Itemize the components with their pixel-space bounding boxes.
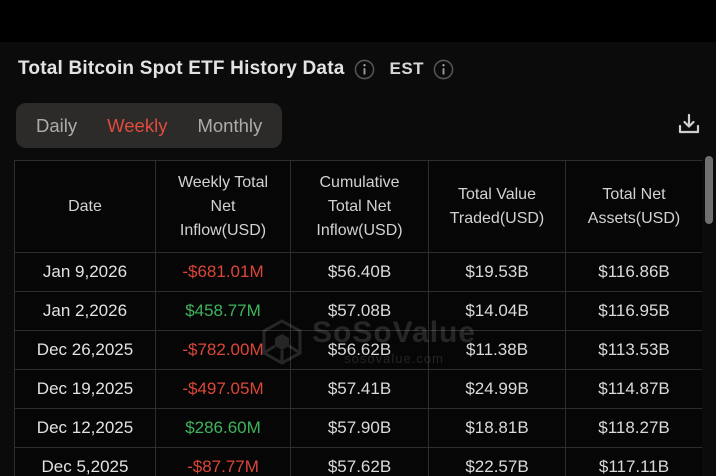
col-header-net-assets: Total Net Assets(USD) <box>565 160 702 253</box>
tab-monthly[interactable]: Monthly <box>197 114 263 136</box>
vertical-scrollbar-thumb[interactable] <box>705 156 713 224</box>
cell-cumulative-inflow: $57.41B <box>290 369 429 409</box>
col-header-weekly-net-inflow: Weekly Total Net Inflow(USD) <box>155 160 291 253</box>
cell-weekly-inflow: $458.77M <box>155 291 291 331</box>
cell-date: Jan 9,2026 <box>14 252 156 292</box>
col-header-cumulative-net-inflow: Cumulative Total Net Inflow(USD) <box>290 160 429 253</box>
cell-net-assets: $113.53B <box>565 330 702 370</box>
cell-net-assets: $114.87B <box>565 369 702 409</box>
etf-history-table: Date Weekly Total Net Inflow(USD) Cumula… <box>14 160 702 476</box>
cell-value-traded: $11.38B <box>428 330 566 370</box>
cell-weekly-inflow: -$87.77M <box>155 447 291 476</box>
col-header-value-traded: Total Value Traded(USD) <box>428 160 566 253</box>
etf-history-panel: Total Bitcoin Spot ETF History Data EST … <box>0 42 716 476</box>
page-title: Total Bitcoin Spot ETF History Data <box>18 58 345 79</box>
table-row: Dec 5,2025 -$87.77M $57.62B $22.57B $117… <box>14 447 702 476</box>
timezone-label: EST <box>389 59 425 78</box>
cell-net-assets: $116.95B <box>565 291 702 331</box>
table-row: Jan 9,2026 -$681.01M $56.40B $19.53B $11… <box>14 252 702 292</box>
cell-cumulative-inflow: $57.08B <box>290 291 429 331</box>
cell-value-traded: $22.57B <box>428 447 566 476</box>
cell-weekly-inflow: $286.60M <box>155 408 291 448</box>
cell-date: Dec 26,2025 <box>14 330 156 370</box>
cell-date: Dec 19,2025 <box>14 369 156 409</box>
cell-net-assets: $118.27B <box>565 408 702 448</box>
col-header-date: Date <box>14 160 156 253</box>
cell-cumulative-inflow: $56.62B <box>290 330 429 370</box>
tab-weekly[interactable]: Weekly <box>107 114 168 136</box>
table-row: Dec 12,2025 $286.60M $57.90B $18.81B $11… <box>14 408 702 448</box>
interval-tabbar: Daily Weekly Monthly <box>16 103 283 148</box>
table-row: Dec 26,2025 -$782.00M $56.62B $11.38B $1… <box>14 330 702 370</box>
cell-weekly-inflow: -$782.00M <box>155 330 291 370</box>
cell-value-traded: $14.04B <box>428 291 566 331</box>
cell-net-assets: $116.86B <box>565 252 702 292</box>
cell-cumulative-inflow: $57.90B <box>290 408 429 448</box>
cell-weekly-inflow: -$681.01M <box>155 252 291 292</box>
cell-cumulative-inflow: $56.40B <box>290 252 429 292</box>
cell-date: Dec 12,2025 <box>14 408 156 448</box>
cell-net-assets: $117.11B <box>565 447 702 476</box>
cell-date: Jan 2,2026 <box>14 291 156 331</box>
table-row: Dec 19,2025 -$497.05M $57.41B $24.99B $1… <box>14 369 702 409</box>
table-row: Jan 2,2026 $458.77M $57.08B $14.04B $116… <box>14 291 702 331</box>
cell-date: Dec 5,2025 <box>14 447 156 476</box>
cell-weekly-inflow: -$497.05M <box>155 369 291 409</box>
title-info-icon[interactable] <box>354 59 375 80</box>
cell-cumulative-inflow: $57.62B <box>290 447 429 476</box>
tab-daily[interactable]: Daily <box>36 114 78 136</box>
cell-value-traded: $18.81B <box>428 408 566 448</box>
panel-header: Total Bitcoin Spot ETF History Data EST <box>18 58 454 80</box>
table-header-row: Date Weekly Total Net Inflow(USD) Cumula… <box>14 160 702 253</box>
cell-value-traded: $19.53B <box>428 252 566 292</box>
download-icon[interactable] <box>675 110 703 138</box>
cell-value-traded: $24.99B <box>428 369 566 409</box>
timezone-info-icon[interactable] <box>433 59 454 80</box>
